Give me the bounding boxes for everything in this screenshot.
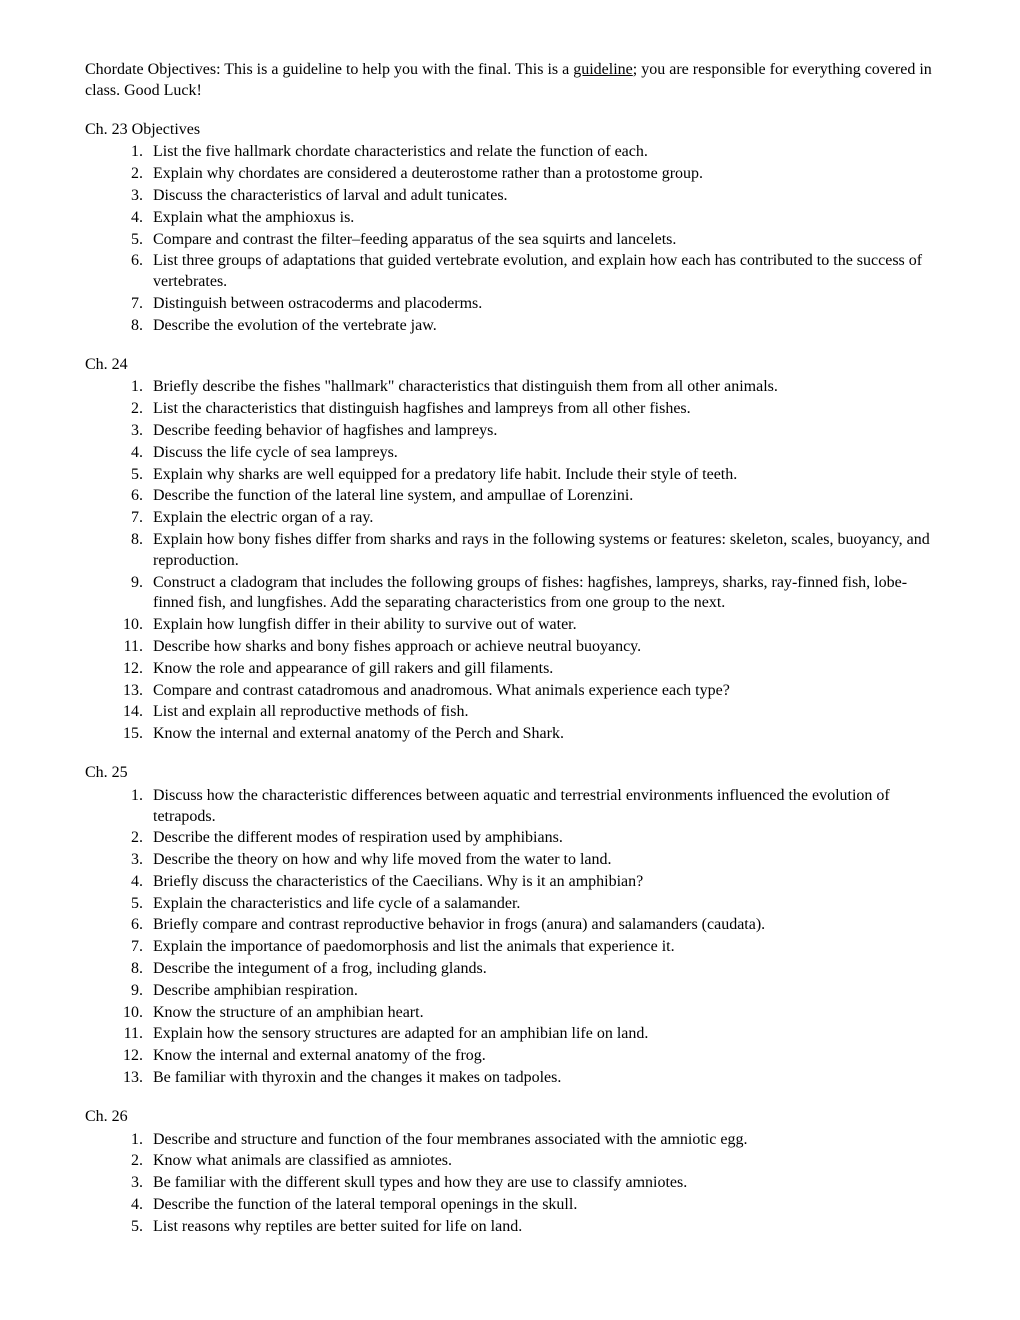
list-item: Explain how bony fishes differ from shar… [147,530,935,572]
list-item: Discuss the life cycle of sea lampreys. [147,443,935,464]
list-item: Discuss the characteristics of larval an… [147,186,935,207]
list-item: Construct a cladogram that includes the … [147,573,935,615]
list-item: Explain how lungfish differ in their abi… [147,615,935,636]
list-item: Know what animals are classified as amni… [147,1151,935,1172]
list-item: Compare and contrast catadromous and ana… [147,681,935,702]
section-list-ch25: Discuss how the characteristic differenc… [85,786,935,1089]
list-item: Know the internal and external anatomy o… [147,1046,935,1067]
section-list-ch23: List the five hallmark chordate characte… [85,142,935,336]
section-heading-ch23: Ch. 23 Objectives [85,120,935,141]
list-item: Describe the integument of a frog, inclu… [147,959,935,980]
list-item: Explain how the sensory structures are a… [147,1024,935,1045]
list-item: Compare and contrast the filter–feeding … [147,230,935,251]
list-item: Know the internal and external anatomy o… [147,724,935,745]
list-item: Know the role and appearance of gill rak… [147,659,935,680]
list-item: Briefly discuss the characteristics of t… [147,872,935,893]
list-item: Describe and structure and function of t… [147,1130,935,1151]
intro-paragraph: Chordate Objectives: This is a guideline… [85,60,935,102]
list-item: Explain the electric organ of a ray. [147,508,935,529]
list-item: Explain the importance of paedomorphosis… [147,937,935,958]
list-item: Briefly describe the fishes "hallmark" c… [147,377,935,398]
list-item: Explain why sharks are well equipped for… [147,465,935,486]
list-item: List and explain all reproductive method… [147,702,935,723]
section-heading-ch26: Ch. 26 [85,1107,935,1128]
list-item: Explain what the amphioxus is. [147,208,935,229]
list-item: Be familiar with the different skull typ… [147,1173,935,1194]
list-item: List the characteristics that distinguis… [147,399,935,420]
intro-underlined: guideline [573,61,633,78]
list-item: Briefly compare and contrast reproductiv… [147,915,935,936]
section-ch23: Ch. 23 Objectives List the five hallmark… [85,120,935,337]
list-item: Discuss how the characteristic differenc… [147,786,935,828]
section-ch25: Ch. 25 Discuss how the characteristic di… [85,763,935,1089]
list-item: Describe the different modes of respirat… [147,828,935,849]
section-list-ch24: Briefly describe the fishes "hallmark" c… [85,377,935,745]
intro-part1: Chordate Objectives: This is a guideline… [85,61,573,78]
list-item: Describe feeding behavior of hagfishes a… [147,421,935,442]
list-item: Be familiar with thyroxin and the change… [147,1068,935,1089]
list-item: List the five hallmark chordate characte… [147,142,935,163]
list-item: Distinguish between ostracoderms and pla… [147,294,935,315]
list-item: Know the structure of an amphibian heart… [147,1003,935,1024]
section-list-ch26: Describe and structure and function of t… [85,1130,935,1238]
list-item: List reasons why reptiles are better sui… [147,1217,935,1238]
section-heading-ch25: Ch. 25 [85,763,935,784]
section-ch26: Ch. 26 Describe and structure and functi… [85,1107,935,1238]
list-item: Explain why chordates are considered a d… [147,164,935,185]
list-item: Describe the function of the lateral lin… [147,486,935,507]
section-ch24: Ch. 24 Briefly describe the fishes "hall… [85,355,935,745]
section-heading-ch24: Ch. 24 [85,355,935,376]
list-item: Describe the evolution of the vertebrate… [147,316,935,337]
list-item: Explain the characteristics and life cyc… [147,894,935,915]
list-item: Describe amphibian respiration. [147,981,935,1002]
list-item: Describe how sharks and bony fishes appr… [147,637,935,658]
list-item: List three groups of adaptations that gu… [147,251,935,293]
list-item: Describe the function of the lateral tem… [147,1195,935,1216]
list-item: Describe the theory on how and why life … [147,850,935,871]
